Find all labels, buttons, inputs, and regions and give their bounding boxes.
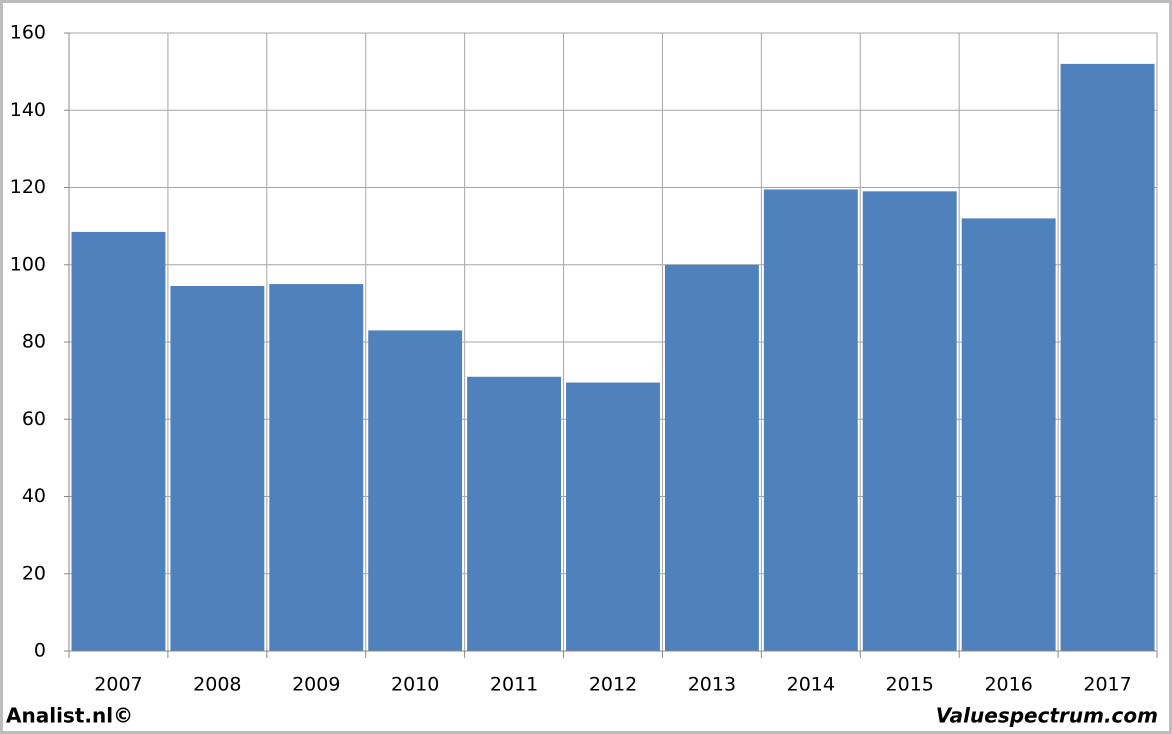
bar <box>664 264 759 651</box>
x-tick-label: 2017 <box>1083 674 1131 696</box>
bar <box>961 218 1056 651</box>
footer-right: Valuespectrum.com <box>936 704 1158 728</box>
bar <box>170 285 265 651</box>
x-tick-label: 2012 <box>589 674 637 696</box>
y-tick-label: 160 <box>10 22 46 44</box>
y-tick-label: 20 <box>22 562 46 584</box>
bar <box>1060 63 1155 651</box>
x-tick-label: 2015 <box>886 674 934 696</box>
bar <box>467 376 562 651</box>
x-tick-label: 2016 <box>984 674 1032 696</box>
x-tick-label: 2007 <box>94 674 142 696</box>
x-tick-label: 2009 <box>292 674 340 696</box>
y-tick-label: 140 <box>10 99 46 121</box>
y-tick-label: 60 <box>22 408 46 430</box>
y-tick-label: 40 <box>22 485 46 507</box>
y-tick-label: 120 <box>10 176 46 198</box>
bar <box>763 189 858 651</box>
x-tick-label: 2013 <box>688 674 736 696</box>
bar <box>368 330 463 651</box>
y-tick-label: 100 <box>10 253 46 275</box>
x-tick-label: 2008 <box>193 674 241 696</box>
x-tick-label: 2010 <box>391 674 439 696</box>
footer-left: Analist.nl© <box>6 704 133 728</box>
bar <box>566 382 660 651</box>
x-tick-label: 2014 <box>787 674 835 696</box>
bar <box>71 231 166 651</box>
bar <box>862 191 957 652</box>
y-tick-label: 0 <box>34 640 46 662</box>
bar <box>269 284 364 651</box>
y-tick-label: 80 <box>22 331 46 353</box>
x-tick-label: 2011 <box>490 674 538 696</box>
